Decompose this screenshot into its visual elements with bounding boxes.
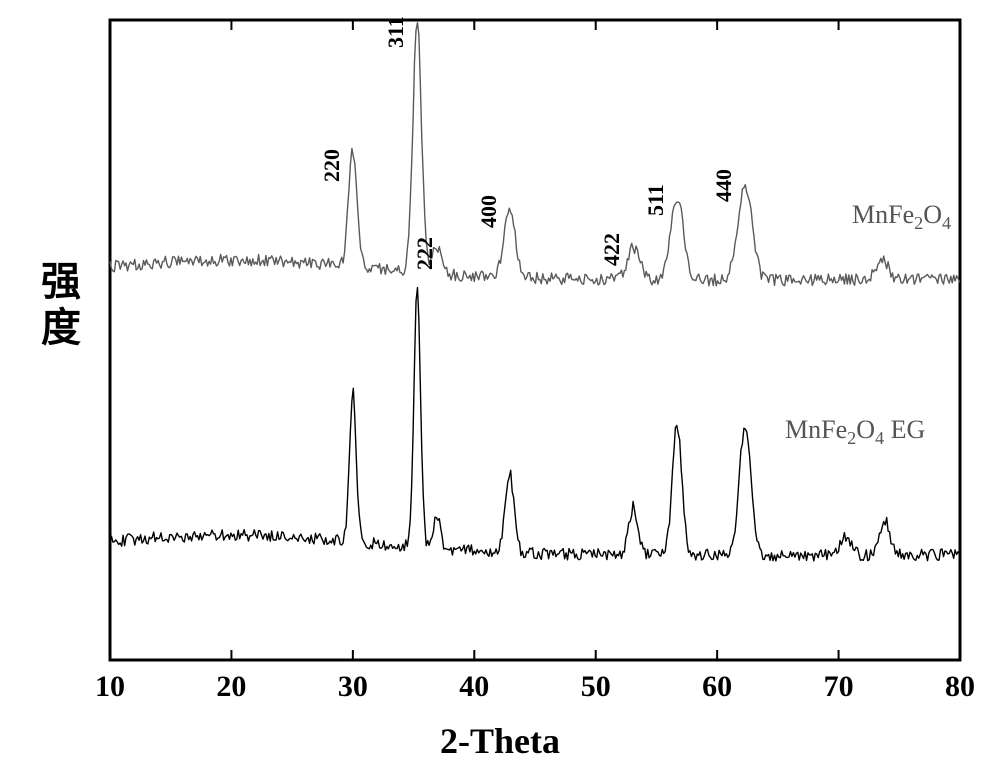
x-tick: 20 — [216, 670, 246, 704]
peak-label-400: 400 — [476, 195, 502, 228]
x-tick: 80 — [945, 670, 975, 704]
peak-label-311: 311 — [383, 16, 409, 48]
peak-label-422: 422 — [599, 233, 625, 266]
series-label-MnFe2O4_EG: MnFe2O4 EG — [785, 415, 925, 449]
x-tick: 70 — [824, 670, 854, 704]
x-tick: 60 — [702, 670, 732, 704]
x-axis-label: 2-Theta — [0, 720, 1000, 762]
series-label-MnFe2O4: MnFe2O4 — [852, 200, 951, 234]
xrd-plot — [0, 0, 1000, 784]
peak-label-440: 440 — [711, 169, 737, 202]
x-tick: 40 — [459, 670, 489, 704]
peak-label-511: 511 — [643, 184, 669, 216]
x-tick: 10 — [95, 670, 125, 704]
x-tick: 50 — [581, 670, 611, 704]
x-tick: 30 — [338, 670, 368, 704]
y-axis-label: 强度 — [28, 260, 86, 352]
peak-label-220: 220 — [319, 149, 345, 182]
peak-label-222: 222 — [412, 237, 438, 270]
